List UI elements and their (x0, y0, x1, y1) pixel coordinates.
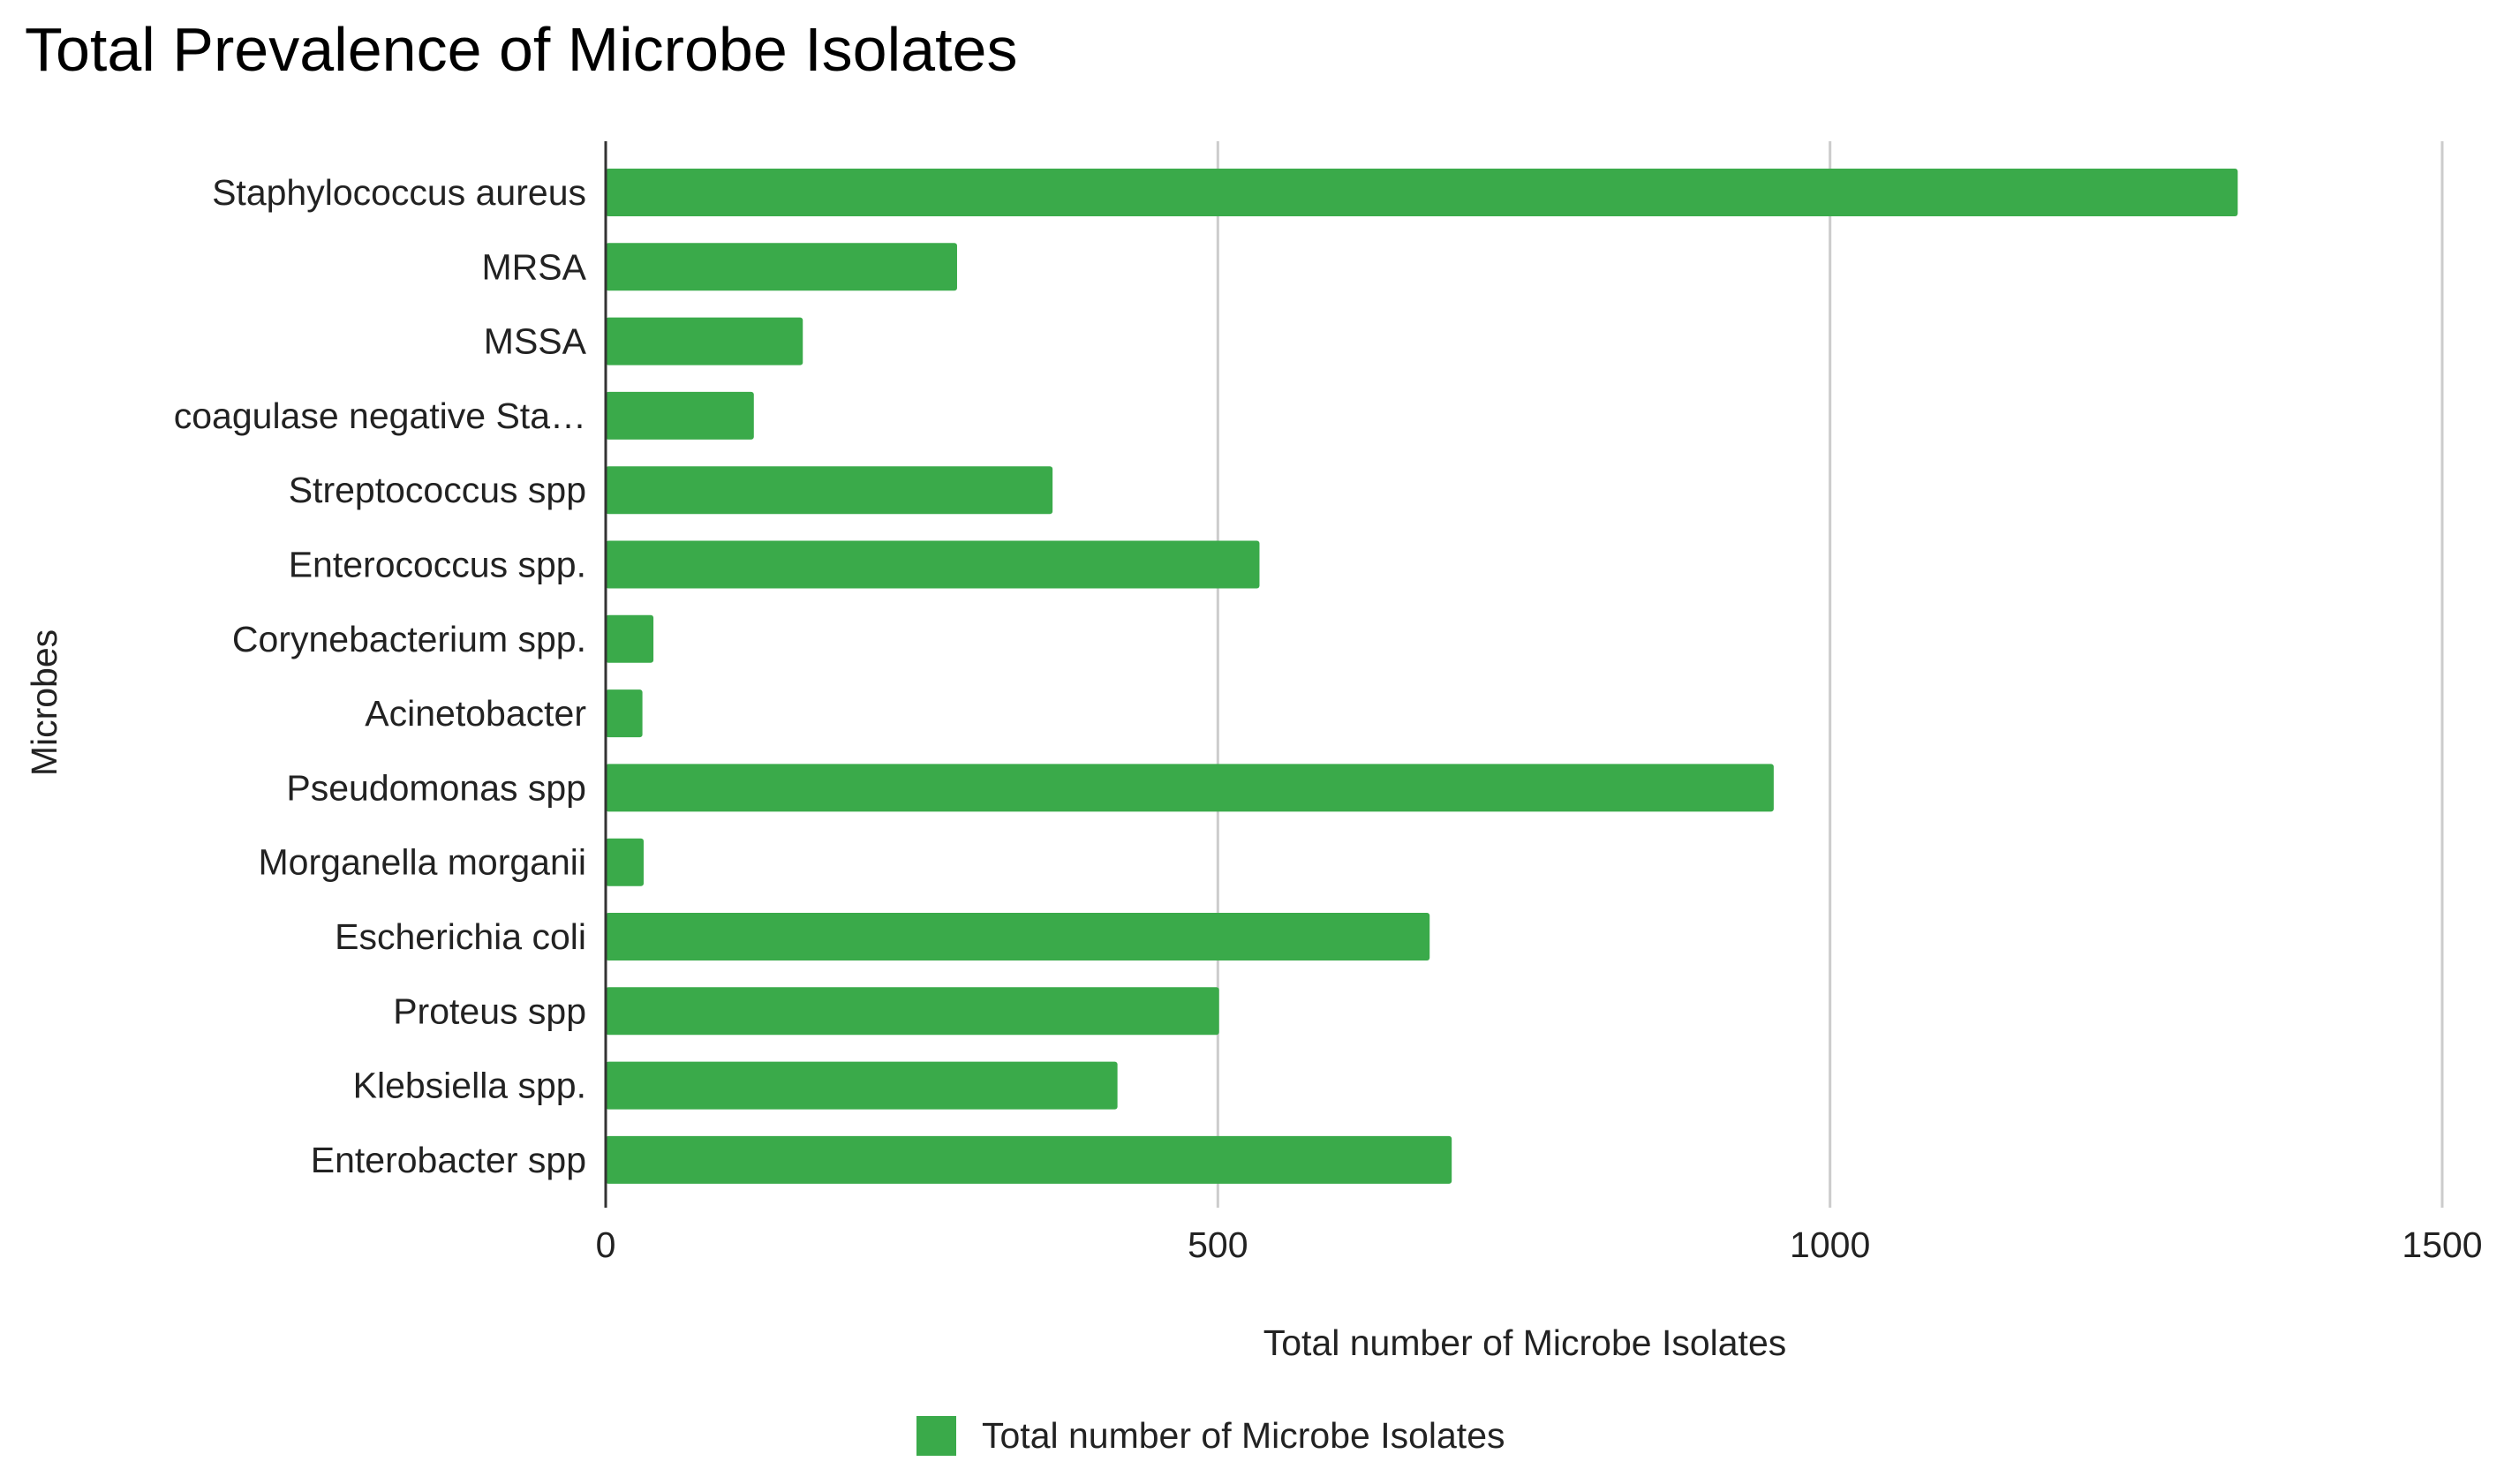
bar (606, 614, 654, 663)
category-label: Staphylococcus aureus (212, 172, 586, 213)
bar (606, 838, 644, 886)
category-label: Morganella morganii (259, 842, 586, 883)
bar (606, 169, 2238, 216)
bars (606, 169, 2238, 1184)
category-label: Escherichia coli (335, 916, 586, 957)
bar (606, 466, 1053, 515)
bar (606, 689, 643, 738)
category-label: Streptococcus spp (289, 470, 586, 510)
category-label: Klebsiella spp. (353, 1066, 586, 1106)
legend-label: Total number of Microbe Isolates (982, 1415, 1505, 1456)
category-label: Enterococcus spp. (289, 545, 586, 585)
y-axis-title: Microbes (24, 629, 64, 776)
x-tick-label: 1500 (2402, 1224, 2482, 1265)
bar (606, 317, 803, 365)
category-label: Enterobacter spp (311, 1140, 586, 1180)
x-tick-label: 0 (596, 1224, 616, 1265)
gridlines (1216, 141, 2444, 1208)
category-label: Corynebacterium spp. (232, 619, 586, 659)
bar (606, 913, 1430, 960)
category-label: MSSA (484, 321, 587, 362)
bar (606, 1061, 1118, 1110)
x-tick-labels: 0 500 1000 1500 (596, 1224, 2483, 1265)
legend-swatch (916, 1416, 956, 1456)
category-label: MRSA (482, 246, 587, 287)
bar (606, 243, 957, 291)
category-label: Acinetobacter (365, 693, 586, 734)
chart-title: Total Prevalence of Microbe Isolates (25, 15, 1017, 84)
category-label: Proteus spp (393, 991, 586, 1031)
x-axis-title: Total number of Microbe Isolates (1263, 1322, 1787, 1363)
category-label: Pseudomonas spp (286, 767, 586, 808)
category-label: coagulase negative Sta… (174, 395, 586, 436)
x-tick-label: 1000 (1790, 1224, 1870, 1265)
category-labels: Staphylococcus aureus MRSA MSSA coagulase n… (174, 172, 587, 1180)
bar (606, 987, 1219, 1036)
bar (606, 391, 754, 440)
x-tick-label: 500 (1188, 1224, 1248, 1265)
bar (606, 764, 1774, 812)
bar (606, 540, 1260, 589)
legend: Total number of Microbe Isolates (916, 1415, 1505, 1456)
bar (606, 1135, 1452, 1184)
